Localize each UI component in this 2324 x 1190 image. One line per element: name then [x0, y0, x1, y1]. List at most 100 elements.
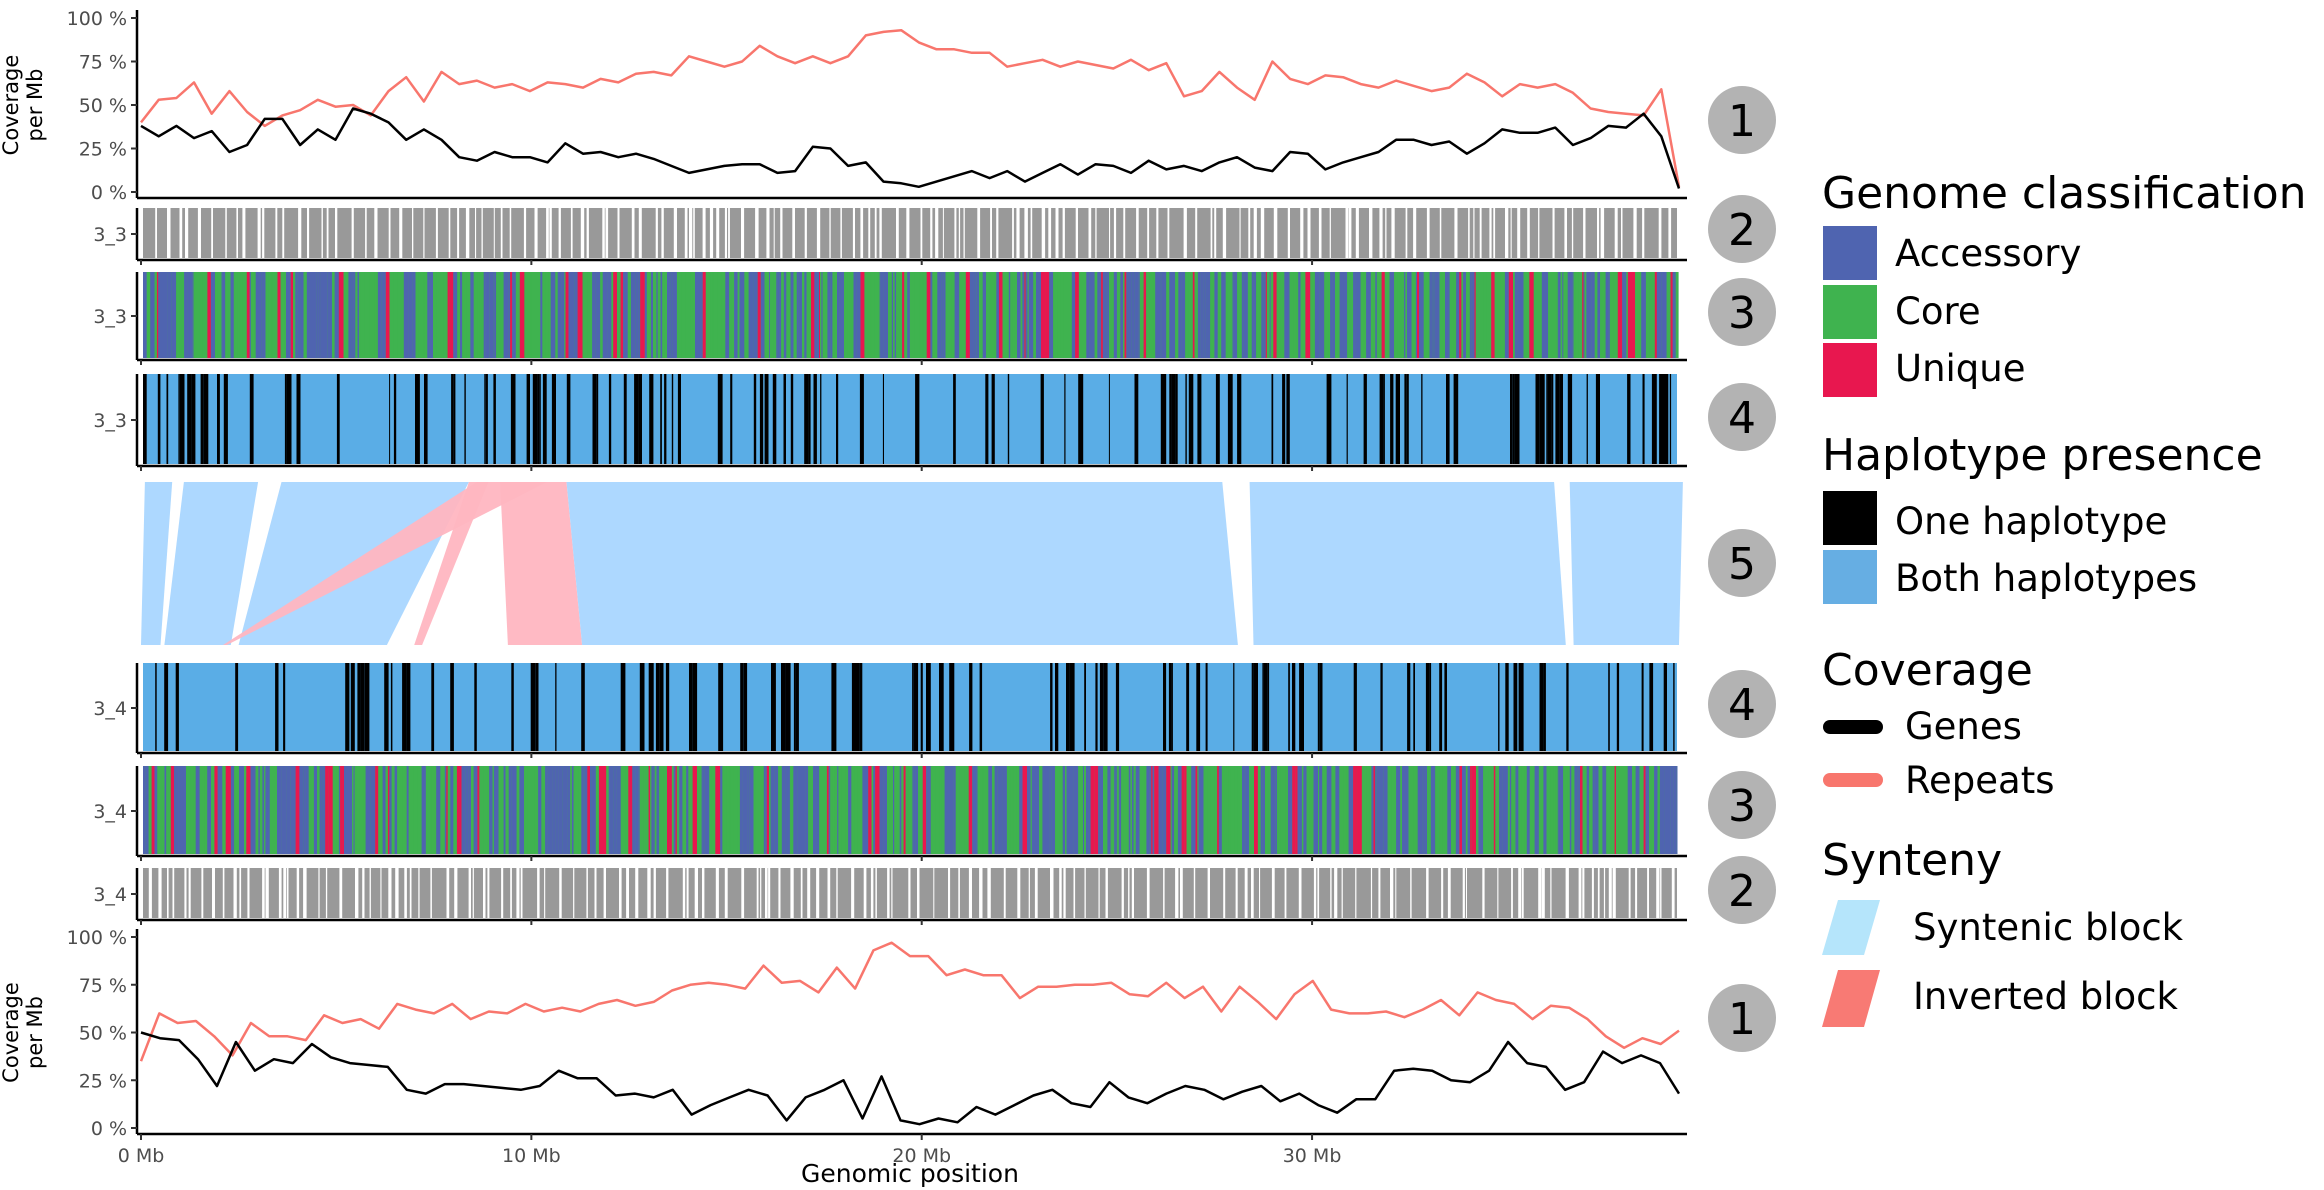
track2-top-gap: [225, 208, 227, 258]
track4-bottom-stripe: [1439, 663, 1443, 751]
track4-top-stripe: [157, 374, 161, 464]
track3-bottom-stripe: [1391, 766, 1397, 854]
track3-bottom-stripe: [930, 766, 936, 854]
track2-bottom-gap: [409, 868, 412, 918]
track3-top-label: 3_3: [93, 306, 127, 328]
track3-top-stripe: [207, 272, 211, 358]
track3-bottom-stripe: [1594, 766, 1599, 854]
track3-top-stripe: [880, 272, 884, 358]
track3-bottom-stripe: [1618, 766, 1623, 854]
track3-top-stripe: [167, 272, 172, 358]
track4-top-stripe: [764, 374, 769, 464]
track4-top-stripe: [660, 374, 662, 464]
track2-bottom-gap: [184, 868, 187, 918]
track2-top-gap: [724, 208, 727, 258]
track3-bottom-stripe: [868, 766, 872, 854]
track3-bottom-stripe: [190, 766, 194, 854]
track2-bottom-gap: [1565, 868, 1569, 918]
track3-bottom-stripe: [1435, 766, 1440, 854]
track4-bottom-stripe: [1513, 663, 1518, 751]
track2-bottom-gap: [520, 868, 523, 918]
track3-top-stripe: [1045, 272, 1050, 358]
track3-top-stripe: [550, 272, 556, 358]
track3-bottom-stripe: [591, 766, 596, 854]
track4-top-stripe: [178, 374, 180, 464]
track3-bottom-stripe: [959, 766, 965, 854]
track2-bottom-gap: [418, 868, 420, 918]
track2-bottom-gap: [760, 868, 762, 918]
track2-bottom-gap: [1163, 868, 1165, 918]
track3-top-stripe: [779, 272, 782, 358]
track3-top-stripe: [314, 272, 317, 358]
track3-top-stripe: [1601, 272, 1605, 358]
track3-top-stripe: [941, 272, 944, 358]
track3-top-stripe: [1159, 272, 1161, 358]
track3-top-stripe: [1305, 272, 1311, 358]
track3-top-stripe: [1453, 272, 1457, 358]
track3-top-stripe: [662, 272, 667, 358]
track3-bottom-stripe: [1614, 766, 1617, 854]
track3-top-stripe: [263, 272, 266, 358]
track4-bottom-stripe: [859, 663, 863, 751]
track3-top-stripe: [1089, 272, 1095, 358]
track2-top-gap: [1088, 208, 1092, 258]
track3-top-stripe: [265, 272, 267, 358]
track2-top-gaps: [155, 208, 1682, 258]
track4-bottom-stripe: [581, 663, 585, 751]
track3-top-stripe: [360, 272, 365, 358]
track4-bottom-stripe: [1498, 663, 1500, 751]
track3-top-stripe: [1366, 272, 1371, 358]
track3-bottom-stripe: [1010, 766, 1013, 854]
track3-top-stripe: [685, 272, 691, 358]
track3-top-stripe: [424, 272, 428, 358]
track4-top-stripe: [493, 374, 496, 464]
track3-top-stripe: [1280, 272, 1285, 358]
top-coverage-genes-line: [140, 107, 1681, 189]
track2-top-gap: [860, 208, 864, 258]
track3-bottom-stripe: [1413, 766, 1418, 854]
track3-top-stripe: [965, 272, 970, 358]
track3-bottom-stripe: [552, 766, 556, 854]
track3-top-stripe: [1022, 272, 1025, 358]
track3-top-stripe: [453, 272, 456, 358]
track3-top-stripe: [176, 272, 180, 358]
track4-top-stripe: [1163, 374, 1167, 464]
track3-top-stripe: [699, 272, 703, 358]
track3-bottom-stripe: [317, 766, 320, 854]
x-axis: Genomic position 0 Mb 10 Mb 20 Mb 30 Mb: [118, 1134, 1341, 1188]
legend-swatch-accessory: [1823, 226, 1877, 280]
track3-bottom-stripe: [516, 766, 520, 854]
track3-top-stripe: [650, 272, 653, 358]
track-number-label: 1: [1728, 96, 1756, 147]
track4-top-stripe: [464, 374, 466, 464]
track3-bottom-stripe: [1123, 766, 1129, 854]
track3-top-stripe: [338, 272, 344, 358]
track3-bottom-stripe: [816, 766, 820, 854]
legend-item-genes: Genes: [1905, 705, 2022, 748]
track3-top-stripe: [374, 272, 377, 358]
track4-top-stripe: [1175, 374, 1178, 464]
track3-bottom-stripe: [182, 766, 186, 854]
track3-top-stripe: [1101, 272, 1103, 358]
track4-top-stripe: [143, 374, 147, 464]
track3-top-stripe: [900, 272, 903, 358]
track3-top-stripe: [1289, 272, 1294, 358]
track2-bottom-gap: [1050, 868, 1054, 918]
track3-bottom-stripe: [1260, 766, 1263, 854]
track3-top-stripe: [1298, 272, 1301, 358]
track3-top-stripe: [681, 272, 684, 358]
track3-bottom-stripe: [1623, 766, 1628, 854]
track2-bottom-gap: [626, 868, 629, 918]
track2-bottom-gap: [1271, 868, 1275, 918]
track3-bottom-stripe: [997, 766, 1003, 854]
track3-bottom-stripe: [290, 766, 296, 854]
track3-top-stripe: [1243, 272, 1248, 358]
track2-bottom-gap: [1098, 868, 1100, 918]
track3-bottom-stripe: [956, 766, 960, 854]
track3-bottom-stripe: [1203, 766, 1208, 854]
track2-bottom-gap: [807, 868, 811, 918]
track2-top-gap: [351, 208, 354, 258]
bottom-coverage-y-axis-label-line1: Coverage: [0, 982, 23, 1083]
track3-bottom-stripe: [1586, 766, 1590, 854]
track2-top-gap: [689, 208, 693, 258]
